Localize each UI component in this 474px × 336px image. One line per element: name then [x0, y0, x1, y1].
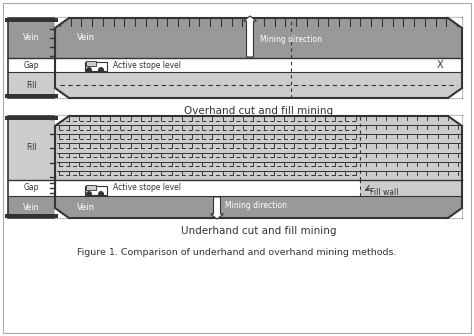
Bar: [55, 116, 462, 218]
Text: Vein: Vein: [23, 34, 40, 42]
Circle shape: [86, 191, 92, 197]
Bar: [55, 196, 462, 218]
Bar: [8, 72, 55, 98]
Bar: [8, 18, 55, 98]
FancyArrow shape: [244, 16, 256, 57]
Text: Underhand cut and fill mining: Underhand cut and fill mining: [181, 226, 336, 236]
Bar: [360, 180, 462, 196]
Text: Active stope level: Active stope level: [113, 60, 181, 70]
Text: Fill: Fill: [26, 81, 37, 89]
Bar: [55, 180, 360, 196]
Text: X: X: [437, 60, 443, 70]
Bar: [55, 116, 462, 180]
Text: Figure 1. Comparison of underhand and overhand mining methods.: Figure 1. Comparison of underhand and ov…: [77, 248, 397, 257]
Text: Gap: Gap: [24, 183, 39, 193]
Polygon shape: [55, 18, 69, 28]
Bar: [5, 18, 58, 22]
Bar: [55, 18, 462, 58]
Text: Vein: Vein: [77, 203, 95, 211]
Bar: [85, 185, 107, 195]
Text: Vein: Vein: [23, 203, 40, 211]
Text: Vein: Vein: [77, 34, 95, 42]
Bar: [8, 116, 55, 180]
Bar: [5, 214, 58, 218]
Polygon shape: [55, 116, 69, 126]
Bar: [8, 180, 55, 196]
Bar: [5, 94, 58, 98]
Polygon shape: [448, 116, 462, 126]
Text: Fill wall: Fill wall: [370, 188, 399, 197]
Text: Active stope level: Active stope level: [113, 183, 181, 193]
Bar: [8, 58, 55, 72]
Text: Mining direction: Mining direction: [225, 201, 287, 210]
Text: Fill: Fill: [26, 143, 37, 153]
Bar: [86, 184, 96, 190]
Bar: [55, 72, 462, 98]
Text: Gap: Gap: [24, 60, 39, 70]
Polygon shape: [448, 88, 462, 98]
Bar: [85, 61, 107, 71]
Bar: [8, 18, 55, 58]
Polygon shape: [448, 18, 462, 28]
Polygon shape: [55, 208, 69, 218]
Bar: [55, 18, 462, 98]
Bar: [8, 196, 55, 218]
Text: Overhand cut and fill mining: Overhand cut and fill mining: [184, 106, 333, 116]
Circle shape: [98, 191, 104, 197]
Bar: [55, 58, 462, 72]
FancyArrow shape: [210, 197, 224, 219]
Polygon shape: [55, 88, 69, 98]
Bar: [86, 60, 96, 66]
Circle shape: [86, 67, 92, 73]
Circle shape: [98, 67, 104, 73]
Bar: [8, 116, 55, 218]
Polygon shape: [448, 208, 462, 218]
Bar: [5, 116, 58, 120]
Text: Mining direction: Mining direction: [260, 35, 322, 43]
